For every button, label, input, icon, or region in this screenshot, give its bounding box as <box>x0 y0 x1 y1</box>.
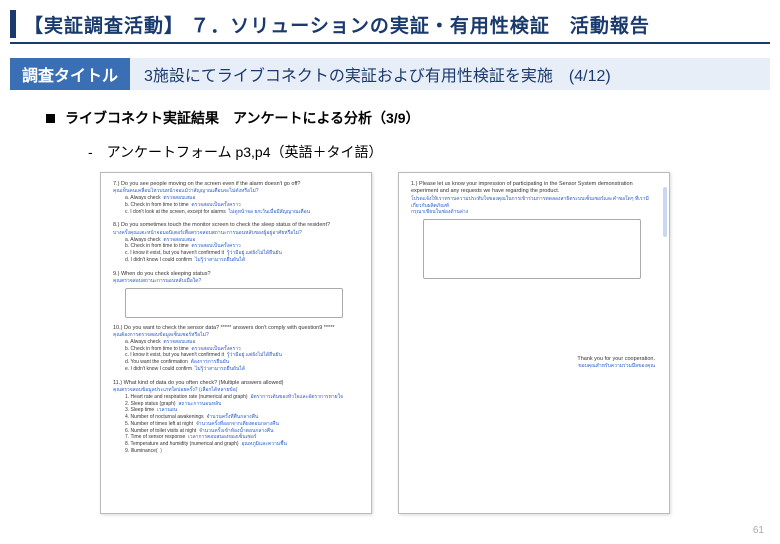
qlast-th: โปรดแจ้งให้เราทราบความประทับใจของคุณในกา… <box>411 196 659 210</box>
q11-opt-2: 2. Sleep status (graph) สถานะการนอนหลับ <box>113 401 361 408</box>
q10a-en: a. Always check <box>125 339 161 345</box>
q9-free-text-box <box>125 288 343 318</box>
q10e-th: ไม่รู้ว่าสามารถยืนยันได้ <box>195 366 245 372</box>
q11-opt-1: 1. Heart rate and respiration rate (nume… <box>113 394 361 401</box>
q8-opt-d: d. I didn't know I could confirm ไม่รู้ว… <box>113 257 361 264</box>
q11-opt-8: 8. Temperature and humidity (numerical a… <box>113 441 361 448</box>
qlast-th2: กรุณาเขียนในช่องด้านล่าง <box>411 209 659 216</box>
q11-opt-5: 5. Number of times left at night จำนวนคร… <box>113 421 361 428</box>
q8-th: บางครั้งคุณแตะหน้าจอมอนิเตอร์เพื่อตรวจสอ… <box>113 230 361 237</box>
subtitle-label: 調査タイトル <box>10 58 130 90</box>
q8d-en: d. I didn't know I could confirm <box>125 257 192 263</box>
q11-en: 11.) What kind of data do you often chec… <box>113 380 361 387</box>
section-title: ライブコネクト実証結果 アンケートによる分析（3/9） <box>46 108 780 128</box>
q11-9-en: 9. Illuminance( <box>125 448 158 454</box>
thanks-th: ขอบคุณสำหรับความร่วมมือของคุณ <box>411 362 655 370</box>
header-accent <box>10 10 16 38</box>
q10d-th: ต้องการการยืนยัน <box>191 359 229 365</box>
q7c-en: c. I don't look at the screen, except fo… <box>125 209 226 215</box>
q8-en: 8.) Do you sometimes touch the monitor s… <box>113 222 361 229</box>
q11-th: คุณตรวจสอบข้อมูลประเภทใดบ่อยครั้ง? (เลือ… <box>113 387 361 394</box>
form-page-3: 7.) Do you see people moving on the scre… <box>100 172 372 514</box>
scroll-indicator <box>663 187 667 237</box>
q8a-en: a. Always check <box>125 237 161 243</box>
q11-opt-9: 9. Illuminance( ) <box>113 448 361 455</box>
q10a-th: ตรวจสอบเสมอ <box>163 339 195 345</box>
question-impression: 1.) Please let us know your impression o… <box>411 181 659 279</box>
q9-th: คุณตรวจสอบสถานะการนอนหลับเมื่อใด? <box>113 278 361 285</box>
q10-opt-d: d. You want the confirmation ต้องการการย… <box>113 359 361 366</box>
impression-free-text-box <box>423 219 641 279</box>
q11-5-th: จำนวนครั้งที่ออกจากเตียงตอนกลางคืน <box>196 421 279 427</box>
spacer <box>411 286 659 346</box>
question-10: 10.) Do you want to check the sensor dat… <box>113 325 361 373</box>
q11-2-th: สถานะการนอนหลับ <box>178 401 221 407</box>
form-page-4: 1.) Please let us know your impression o… <box>398 172 670 514</box>
q8b-th: ตรวจสอบเป็นครั้งคราว <box>191 243 240 249</box>
question-8: 8.) Do you sometimes touch the monitor s… <box>113 222 361 263</box>
q11-2-en: 2. Sleep status (graph) <box>125 401 176 407</box>
q11-1-th: อัตราการเต้นของหัวใจและอัตราการหายใจ <box>250 394 343 400</box>
q7-opt-a: a. Always check ตรวจสอบเสมอ <box>113 195 361 202</box>
dash-icon: - <box>88 144 93 160</box>
header-bar: 【実証調査活動】 ７．ソリューションの実証・有用性検証 活動報告 <box>10 4 770 44</box>
subtitle-text: 3施設にてライブコネクトの実証および有用性検証を実施 (4/12) <box>130 58 770 90</box>
q11-4-th: จำนวนครั้งที่ตื่นกลางคืน <box>206 414 258 420</box>
section-title-text: ライブコネクト実証結果 アンケートによる分析（3/9） <box>65 108 419 128</box>
q11-7-th: เวลาการตอบสนองของเซ็นเซอร์ <box>188 434 256 440</box>
sub-section-text: アンケートフォーム p3,p4（英語＋タイ語） <box>107 144 383 160</box>
q7-th: คุณเห็นคนเคลื่อนไหวบนหน้าจอแม้ว่าสัญญาณเ… <box>113 188 361 195</box>
qlast-en: 1.) Please let us know your impression o… <box>411 181 659 196</box>
q8-opt-c: c. I know it exist, but you haven't conf… <box>113 250 361 257</box>
q11-3-en: 3. Sleep time <box>125 407 154 413</box>
q10-opt-a: a. Always check ตรวจสอบเสมอ <box>113 339 361 346</box>
q10c-en: c. I know it exist, but you haven't conf… <box>125 352 224 358</box>
q11-7-en: 7. Time of sensor response <box>125 434 185 440</box>
square-bullet-icon <box>46 114 55 123</box>
subtitle-row: 調査タイトル 3施設にてライブコネクトの実証および有用性検証を実施 (4/12) <box>10 58 770 90</box>
q11-8-th: อุณหภูมิและความชื้น <box>241 441 287 447</box>
q8c-th: รู้ว่ามีอยู่ แต่ยังไม่ได้ยืนยัน <box>227 250 282 256</box>
page-number: 61 <box>753 525 764 536</box>
header-title: 【実証調査活動】 ７．ソリューションの実証・有用性検証 活動報告 <box>24 11 650 38</box>
q11-opt-4: 4. Number of nocturnal awakenings จำนวนค… <box>113 414 361 421</box>
q7b-en: b. Check in from time to time <box>125 202 189 208</box>
q10-opt-e: e. I didn't know I could confirm ไม่รู้ว… <box>113 366 361 373</box>
q7b-th: ตรวจสอบเป็นครั้งคราว <box>191 202 240 208</box>
q8d-th: ไม่รู้ว่าสามารถยืนยันได้ <box>195 257 245 263</box>
q11-6-en: 6. Number of toilet visits at night <box>125 428 196 434</box>
q7a-th: ตรวจสอบเสมอ <box>163 195 195 201</box>
question-9: 9.) When do you check sleeping status? ค… <box>113 271 361 318</box>
q11-8-en: 8. Temperature and humidity (numerical a… <box>125 441 239 447</box>
q11-4-en: 4. Number of nocturnal awakenings <box>125 414 204 420</box>
q10c-th: รู้ว่ามีอยู่ แต่ยังไม่ได้ยืนยัน <box>227 352 282 358</box>
q7c-th: ไม่ดูหน้าจอ ยกเว้นเมื่อมีสัญญาณเตือน <box>229 209 311 215</box>
q8c-en: c. I know it exist, but you haven't conf… <box>125 250 224 256</box>
q8a-th: ตรวจสอบเสมอ <box>163 237 195 243</box>
q11-1-en: 1. Heart rate and respiration rate (nume… <box>125 394 248 400</box>
q11-6-th: จำนวนครั้งเข้าห้องน้ำตอนกลางคืน <box>199 428 274 434</box>
sub-section: - アンケートフォーム p3,p4（英語＋タイ語） <box>88 142 780 162</box>
forms-container: 7.) Do you see people moving on the scre… <box>100 172 780 514</box>
q10-th: คุณต้องการตรวจสอบข้อมูลเซ็นเซอร์หรือไม่? <box>113 332 361 339</box>
q10d-en: d. You want the confirmation <box>125 359 188 365</box>
q10e-en: e. I didn't know I could confirm <box>125 366 192 372</box>
q10b-th: ตรวจสอบเป็นครั้งคราว <box>191 346 240 352</box>
q8b-en: b. Check in from time to time <box>125 243 189 249</box>
q11-5-en: 5. Number of times left at night <box>125 421 193 427</box>
q7-opt-c: c. I don't look at the screen, except fo… <box>113 209 361 216</box>
q10b-en: b. Check in from time to time <box>125 346 189 352</box>
question-11: 11.) What kind of data do you often chec… <box>113 380 361 455</box>
q9-en: 9.) When do you check sleeping status? <box>113 271 361 278</box>
q7-opt-b: b. Check in from time to time ตรวจสอบเป็… <box>113 202 361 209</box>
q11-9-th: ) <box>160 448 162 454</box>
question-7: 7.) Do you see people moving on the scre… <box>113 181 361 215</box>
q7a-en: a. Always check <box>125 195 161 201</box>
q11-3-th: เวลานอน <box>157 407 177 413</box>
